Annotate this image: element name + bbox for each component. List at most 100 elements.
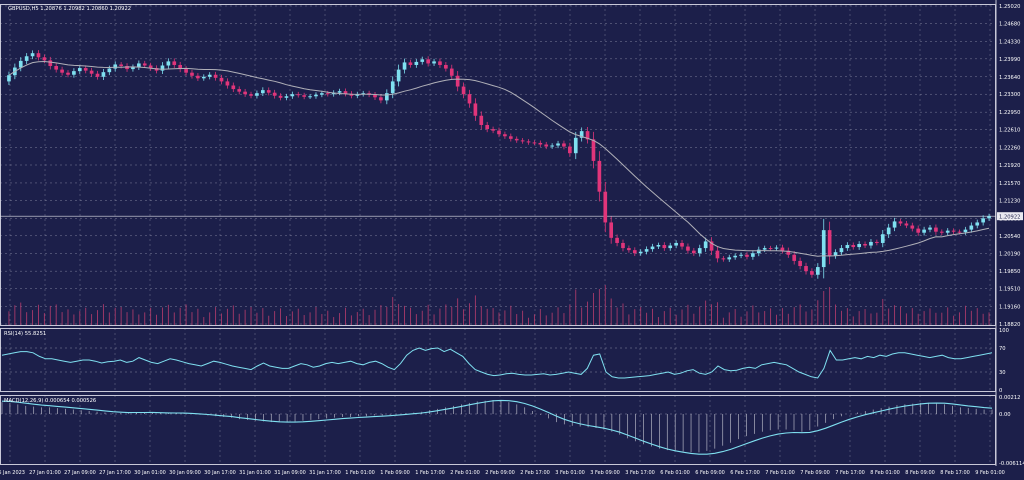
price-axis-tick-label: 1.20190 [999, 252, 1020, 258]
candle-body [48, 60, 53, 67]
rsi-axis-tick-label: 0 [999, 388, 1002, 394]
macd-axis-tick-label: -0.006114 [999, 461, 1024, 467]
price-axis-tick-label: 1.22950 [999, 110, 1020, 116]
candle-body [272, 92, 277, 96]
price-axis-tick-label: 1.20540 [999, 234, 1020, 240]
candle-body [337, 91, 342, 93]
candle-body [733, 255, 737, 258]
current-price-label: 1.20922 [999, 214, 1020, 220]
candle-body [479, 115, 484, 125]
candle-body [72, 71, 76, 75]
macd-axis-tick-label: 0.00 [999, 412, 1011, 418]
price-axis-tick-label: 1.25020 [999, 4, 1020, 10]
time-axis-tick-label: 27 Jan 01:00 [29, 470, 61, 476]
candle-body [54, 66, 59, 70]
candle-body [420, 59, 425, 62]
candle-body [125, 66, 129, 70]
candle-body [869, 241, 873, 246]
price-axis-tick-label: 1.21920 [999, 163, 1020, 169]
candle-body [904, 223, 909, 226]
candle-body [898, 221, 903, 224]
candle-body [821, 230, 826, 268]
candle-body [615, 237, 619, 243]
candle-body [497, 130, 501, 135]
candle-body [66, 72, 70, 75]
time-axis-tick-label: 7 Feb 17:00 [835, 470, 865, 476]
candle-body [308, 96, 312, 98]
candle-body [857, 243, 861, 248]
candle-body [638, 251, 643, 254]
candle-body [119, 64, 123, 67]
candle-body [107, 68, 112, 73]
moving-average-line [8, 60, 990, 257]
candle-body [644, 249, 649, 252]
candle-body [42, 57, 47, 61]
candle-body [585, 131, 590, 140]
candle-body [609, 222, 614, 238]
candle-body [751, 253, 755, 257]
candle-body [886, 227, 891, 235]
time-axis-tick-label: 6 Feb 09:00 [695, 470, 725, 476]
price-axis-tick-label: 1.21570 [999, 181, 1020, 187]
time-axis-tick-label: 31 Jan 01:00 [239, 470, 271, 476]
candle-body [402, 62, 407, 70]
candle-body [597, 160, 602, 192]
candle-body [668, 245, 673, 249]
price-axis-tick-label: 1.23300 [999, 92, 1020, 98]
rsi-line [1, 347, 993, 379]
candle-body [934, 227, 938, 232]
candle-body [526, 141, 531, 143]
candle-body [568, 146, 572, 154]
candle-body [148, 65, 153, 69]
candle-body [745, 254, 749, 257]
candle-body [426, 59, 430, 64]
time-axis-tick-label: 27 Jan 09:00 [64, 470, 96, 476]
candle-body [727, 257, 732, 260]
candle-body [833, 252, 838, 256]
candle-body [674, 242, 678, 246]
candle-body [320, 93, 324, 95]
candle-body [131, 67, 135, 70]
rsi-axis-tick-label: 30 [999, 370, 1006, 376]
time-axis-tick-label: 8 Feb 09:00 [905, 470, 935, 476]
time-axis-tick-label: 2 Feb 01:00 [450, 470, 480, 476]
candle-body [461, 86, 466, 95]
time-axis-tick-label: 30 Jan 09:00 [169, 470, 201, 476]
candle-body [213, 74, 218, 78]
candle-body [780, 247, 785, 251]
candle-body [538, 142, 543, 145]
candle-body [969, 225, 974, 230]
candle-body [137, 63, 141, 68]
candle-body [987, 216, 991, 219]
candle-body [373, 94, 377, 98]
candle-body [798, 260, 802, 267]
candle-body [455, 75, 460, 87]
candle-body [951, 230, 956, 232]
candle-body [444, 64, 448, 69]
candle-body [786, 250, 791, 255]
candle-body [839, 248, 844, 253]
candle-body [284, 96, 289, 98]
candle-body [815, 267, 820, 275]
candle-body [875, 241, 879, 243]
candle-body [703, 241, 708, 249]
time-axis-tick-label: 30 Jan 01:00 [134, 470, 166, 476]
candle-body [190, 72, 194, 76]
candle-body [142, 63, 147, 66]
candle-body [774, 247, 779, 249]
candle-body [243, 91, 247, 95]
candle-body [390, 81, 395, 94]
rsi-axis-tick-label: 100 [999, 328, 1009, 334]
candle-body [343, 91, 348, 94]
price-axis-tick-label: 1.18820 [999, 322, 1020, 328]
candle-body [485, 124, 490, 130]
candle-body [491, 129, 495, 131]
price-axis-tick-label: 1.19160 [999, 305, 1020, 311]
candle-body [721, 258, 726, 260]
candle-body [160, 65, 165, 71]
candle-body [449, 68, 454, 76]
time-axis-tick-label: 30 Jan 17:00 [204, 470, 236, 476]
candle-body [508, 136, 513, 139]
